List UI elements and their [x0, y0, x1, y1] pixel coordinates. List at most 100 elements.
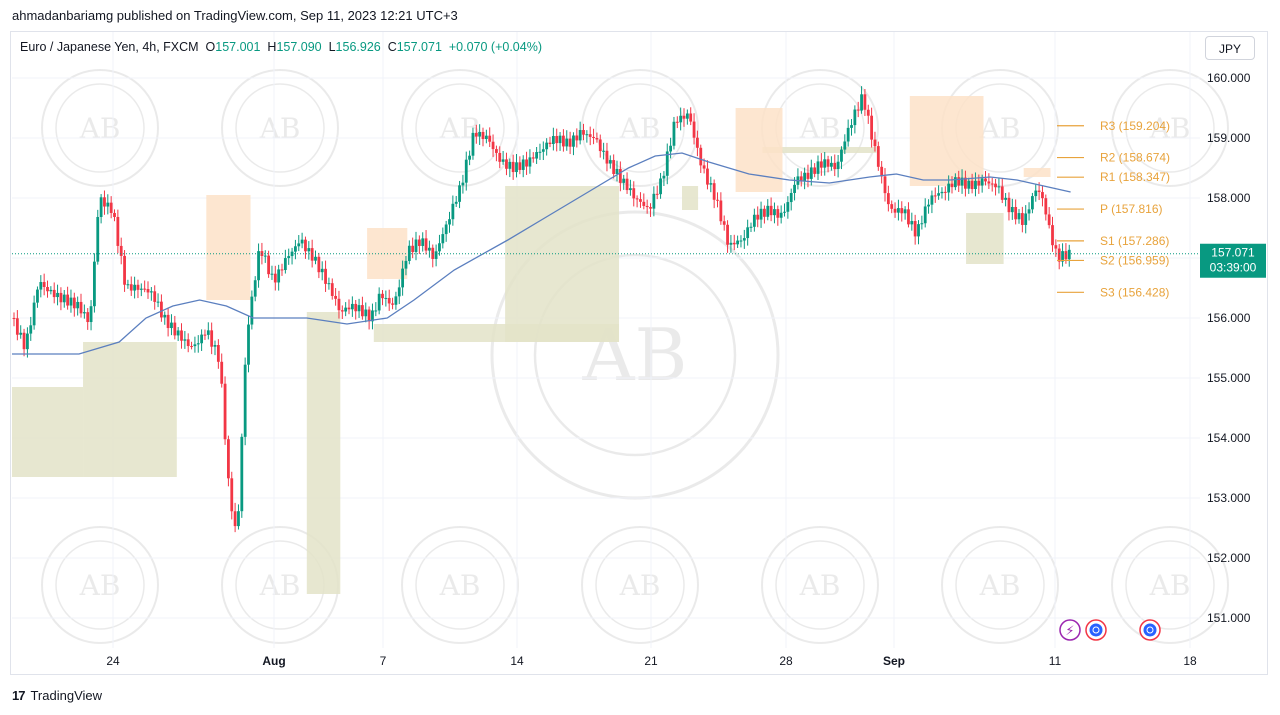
candle: [1061, 243, 1064, 267]
candle: [528, 149, 532, 174]
high-value: 157.090: [276, 40, 322, 54]
candle: [22, 328, 26, 357]
close-label: C: [387, 40, 397, 54]
candle: [937, 185, 941, 200]
candle: [166, 308, 170, 337]
candles: [12, 86, 1071, 533]
candle: [371, 303, 374, 330]
candle: [290, 247, 294, 265]
candle: [42, 273, 46, 296]
candle: [913, 214, 917, 245]
candle: [203, 329, 207, 340]
watermark-logo: AB: [761, 69, 879, 187]
candle: [404, 256, 408, 276]
candle: [732, 234, 736, 251]
candle: [106, 194, 110, 215]
candle: [441, 227, 445, 249]
candle: [776, 205, 780, 226]
candle: [478, 124, 482, 145]
candle: [1010, 198, 1014, 220]
candle: [830, 156, 833, 171]
candle: [565, 130, 569, 151]
event-markers[interactable]: ⚡: [1059, 619, 1161, 641]
candle: [806, 164, 810, 188]
candle: [866, 104, 870, 124]
candle: [786, 196, 790, 219]
candle: [927, 199, 930, 214]
svg-text:⚡: ⚡: [1065, 623, 1074, 638]
candle: [917, 220, 920, 245]
candle: [665, 143, 669, 185]
candle: [304, 236, 307, 259]
candle: [401, 260, 405, 296]
lightning-icon[interactable]: ⚡: [1059, 619, 1081, 641]
symbol-name[interactable]: Euro / Japanese Yen, 4h, FXCM: [20, 40, 199, 54]
candle: [12, 312, 16, 327]
candle: [505, 152, 508, 176]
candle: [1004, 192, 1008, 207]
time-tick-label: 28: [779, 654, 793, 668]
candle: [69, 289, 73, 313]
candle: [615, 160, 619, 182]
candle: [856, 101, 860, 118]
event-icon[interactable]: [1085, 619, 1107, 641]
candle: [773, 202, 776, 224]
candle: [568, 131, 572, 155]
candle: [448, 211, 451, 233]
candle: [639, 192, 642, 208]
footer-brand[interactable]: TradingView: [30, 688, 103, 703]
candle: [173, 315, 177, 340]
moving-average-line: [12, 152, 1071, 355]
candle: [421, 232, 425, 252]
price-tick-label: 156.000: [1207, 311, 1251, 325]
candle: [897, 199, 900, 221]
svg-text:AB: AB: [79, 569, 121, 602]
chart-frame[interactable]: [10, 31, 1268, 675]
pivot-level: R3 (159.204): [1057, 119, 1170, 133]
candle: [294, 239, 297, 260]
pivot-level: S2 (156.959): [1057, 253, 1169, 267]
pivot-label: S1 (157.286): [1100, 234, 1169, 248]
price-axis[interactable]: 160.000159.000158.000157.000156.000155.0…: [1207, 71, 1251, 625]
candle: [933, 187, 937, 203]
candle: [984, 171, 987, 186]
time-tick-label: Aug: [262, 654, 285, 668]
candle: [712, 179, 716, 209]
candle: [592, 128, 595, 145]
time-tick-label: 18: [1183, 654, 1197, 668]
candle: [1024, 205, 1028, 234]
candle: [910, 212, 914, 231]
time-axis[interactable]: 24 Aug 7 14 21 28 Sep 11 18: [106, 654, 1197, 668]
time-tick-label: 21: [644, 654, 658, 668]
candle: [722, 215, 726, 231]
candle: [555, 128, 559, 152]
event-icon[interactable]: [1139, 619, 1161, 641]
time-tick-label: Sep: [883, 654, 905, 668]
candle: [1051, 216, 1054, 252]
candle: [176, 327, 180, 341]
candle: [230, 471, 234, 520]
candle: [220, 353, 224, 388]
candle: [1027, 202, 1031, 221]
candle: [133, 276, 137, 299]
candle: [267, 250, 271, 278]
svg-text:AB: AB: [979, 112, 1021, 145]
candle: [381, 290, 384, 306]
candle: [746, 219, 750, 246]
candle: [1031, 192, 1034, 214]
price-tick-label: 160.000: [1207, 71, 1251, 85]
candle: [789, 188, 793, 211]
currency-button[interactable]: JPY: [1205, 36, 1255, 60]
tradingview-logo-icon[interactable]: 17: [12, 688, 26, 703]
candle: [622, 174, 626, 190]
candle: [880, 161, 884, 184]
pivot-label: P (157.816): [1100, 202, 1163, 216]
candle: [803, 167, 807, 190]
candle: [56, 284, 59, 306]
candle: [263, 250, 267, 263]
candle: [836, 154, 840, 178]
candle: [428, 240, 431, 258]
watermark-logo: AB: [1111, 69, 1229, 187]
candle: [89, 300, 93, 331]
